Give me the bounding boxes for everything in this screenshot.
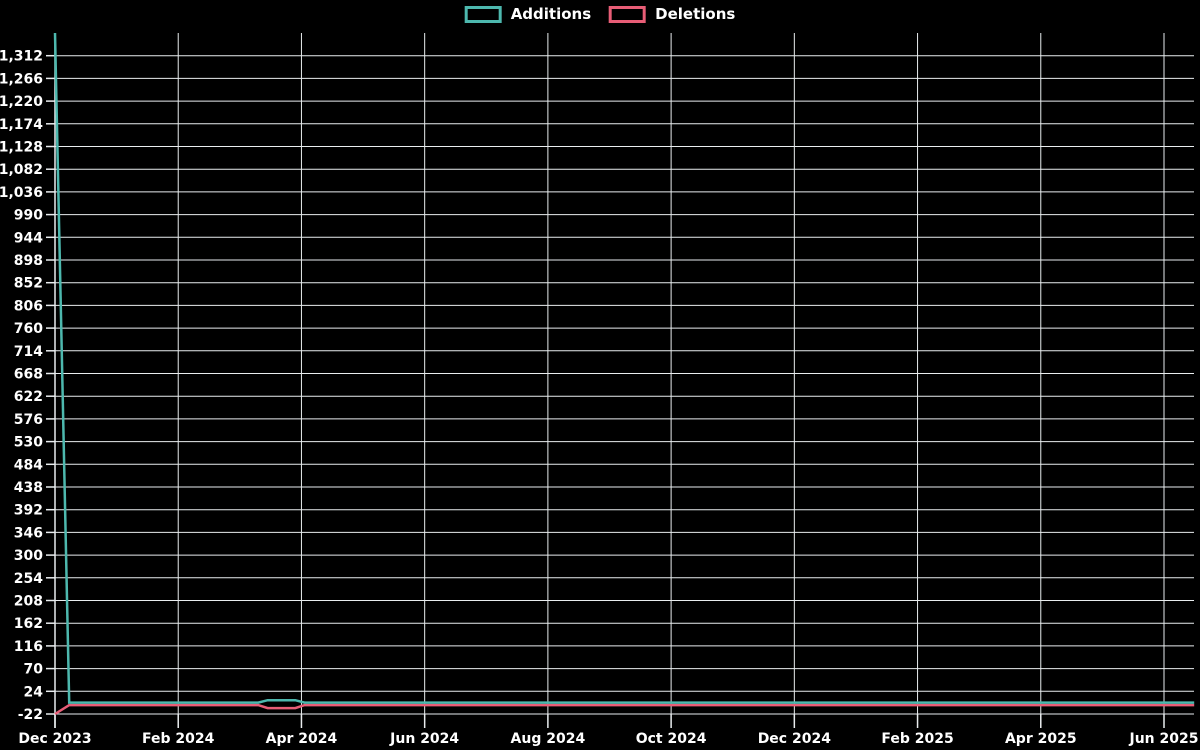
- x-tick-label: Aug 2024: [511, 731, 586, 747]
- deletions-swatch-icon: [609, 6, 647, 23]
- legend-item-additions[interactable]: Additions: [464, 5, 592, 23]
- x-tick-label: Dec 2024: [758, 731, 832, 747]
- x-tick-label: Apr 2025: [1005, 731, 1077, 747]
- y-tick-label: 576: [14, 412, 43, 428]
- y-tick-label: 162: [14, 616, 43, 632]
- y-tick-label: 1,174: [0, 117, 43, 133]
- y-tick-label: 116: [14, 639, 43, 655]
- y-tick-label: 944: [14, 230, 43, 246]
- y-tick-label: 254: [14, 571, 43, 587]
- x-tick-label: Jun 2025: [1129, 731, 1199, 747]
- y-tick-label: 898: [14, 253, 43, 269]
- x-tick-label: Feb 2025: [881, 731, 953, 747]
- chart-legend: Additions Deletions: [464, 5, 735, 23]
- y-tick-label: 668: [14, 367, 43, 383]
- y-tick-label: 1,312: [0, 49, 43, 65]
- y-tick-label: 760: [14, 321, 43, 337]
- y-tick-label: 622: [14, 389, 43, 405]
- y-tick-label: 300: [14, 548, 43, 564]
- legend-deletions-label: Deletions: [655, 5, 736, 23]
- deletions-line: [54, 703, 1195, 716]
- y-tick-label: 484: [14, 457, 43, 473]
- y-tick-label: 1,082: [0, 162, 43, 178]
- x-tick-label: Jun 2024: [389, 731, 459, 747]
- x-tick-label: Feb 2024: [142, 731, 215, 747]
- x-tick-label: Oct 2024: [636, 731, 707, 747]
- y-tick-label: -22: [18, 707, 43, 723]
- y-tick-label: 852: [14, 276, 43, 292]
- y-tick-label: 1,220: [0, 94, 43, 110]
- y-tick-label: 392: [14, 503, 43, 519]
- additions-line: [53, 32, 1195, 704]
- y-tick-label: 806: [14, 298, 43, 314]
- y-tick-label: 1,266: [0, 71, 43, 87]
- y-tick-label: 1,128: [0, 140, 43, 156]
- y-tick-label: 24: [24, 684, 44, 700]
- y-tick-label: 70: [24, 662, 44, 678]
- y-tick-label: 438: [14, 480, 43, 496]
- y-tick-label: 346: [14, 525, 43, 541]
- y-tick-label: 714: [14, 344, 43, 360]
- y-tick-label: 1,036: [0, 185, 43, 201]
- y-tick-label: 208: [14, 594, 43, 610]
- x-tick-label: Apr 2024: [266, 731, 338, 747]
- legend-item-deletions[interactable]: Deletions: [609, 6, 735, 23]
- additions-swatch-icon: [464, 6, 502, 23]
- y-tick-label: 990: [14, 208, 43, 224]
- y-tick-label: 530: [14, 435, 43, 451]
- x-tick-label: Dec 2023: [18, 731, 91, 747]
- legend-additions-label: Additions: [510, 5, 592, 23]
